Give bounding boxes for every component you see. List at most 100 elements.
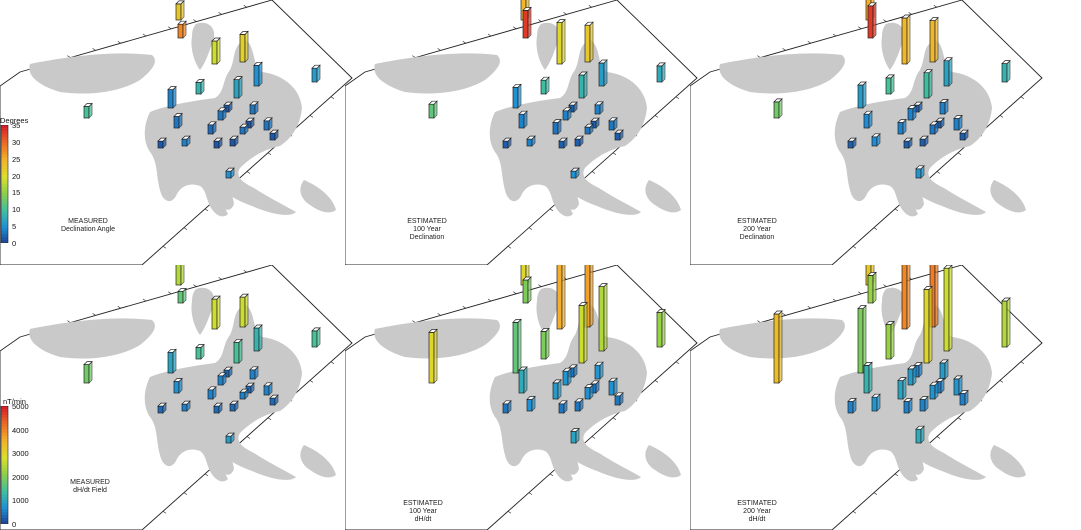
europe-map-dhdt-200-year: [690, 265, 1043, 530]
station-bar: [857, 81, 867, 109]
station-bar: [229, 135, 239, 147]
colorbar-segment: [1, 136, 8, 141]
graticule-tick: [204, 208, 209, 212]
landmass: [144, 40, 302, 217]
station-bar: [608, 116, 618, 131]
landmass: [558, 170, 579, 210]
station-bar: [915, 425, 925, 444]
station-bar: [245, 117, 255, 129]
caption-line: Declination: [409, 234, 445, 241]
graticule-tick: [528, 492, 533, 495]
station-bar: [512, 318, 522, 374]
caption-line: Declination Angle: [60, 226, 116, 233]
station-bar: [939, 98, 949, 115]
graticule-tick: [67, 55, 71, 58]
landmass: [841, 381, 862, 403]
station-bar: [943, 56, 953, 87]
station-bar: [211, 37, 221, 65]
station-bar: [562, 106, 572, 121]
landmass: [496, 116, 517, 138]
graticule-tick: [1020, 361, 1025, 364]
station-bar: [167, 85, 177, 109]
landmass: [489, 305, 647, 482]
station-bar: [175, 0, 185, 21]
colorbar-segment: [1, 145, 8, 150]
station-bar: [578, 71, 588, 99]
colorbar-segment: [1, 148, 8, 153]
colorbar-tick-label: 2000: [12, 472, 29, 482]
station-bar: [935, 377, 945, 394]
landmass: [990, 180, 1026, 213]
station-bar: [229, 400, 239, 412]
station-bar: [253, 61, 263, 87]
station-bar: [574, 397, 584, 412]
colorbar-segment: [1, 426, 8, 431]
graticule-tick: [117, 40, 121, 44]
graticule-tick: [873, 227, 878, 230]
station-bar: [239, 30, 249, 63]
graticule-tick: [92, 48, 96, 51]
colorbar-segment: [1, 228, 8, 232]
station-bar: [311, 64, 321, 83]
graticule-tick: [67, 320, 71, 323]
landmass: [990, 445, 1026, 478]
graticule-tick: [218, 12, 222, 15]
landmass: [213, 170, 234, 210]
station-bar: [897, 376, 907, 400]
colorbar-tick-label: 25: [12, 154, 21, 164]
landmass: [29, 318, 155, 359]
graticule-tick: [193, 19, 197, 22]
landmass: [558, 435, 579, 475]
colorbar-segment: [1, 154, 8, 158]
station-bar: [211, 295, 221, 330]
landmass: [719, 53, 845, 94]
panel-caption: ESTIMATED 100 Year Declination: [387, 218, 467, 242]
colorbar-tick-label: 30: [12, 137, 21, 147]
graticule-tick: [462, 305, 466, 309]
colorbar-segment: [1, 417, 8, 422]
station-bar: [594, 100, 604, 115]
colorbar-segment: [1, 465, 8, 469]
station-bar: [885, 320, 895, 360]
panel-caption: ESTIMATED 200 Year dH/dt: [717, 500, 797, 524]
caption-line: dH/dt: [414, 516, 432, 523]
colorbar-tick-label: 0: [12, 520, 17, 529]
map-panel-dhdt-100-year: ESTIMATED 100 Year dH/dt: [345, 265, 705, 530]
colorbar-title: nT/min: [3, 397, 26, 406]
colorbar-segment: [1, 130, 8, 135]
graticule-tick: [243, 4, 247, 8]
caption-line: MEASURED: [68, 218, 108, 225]
station-bar: [558, 399, 568, 414]
station-bar: [584, 21, 594, 63]
graticule-tick: [936, 171, 941, 174]
station-bar: [871, 132, 881, 147]
station-bar: [540, 76, 550, 95]
colorbar-ramp: [0, 125, 9, 243]
map-panel-declination-measured: MEASURED Declination Angle: [0, 0, 360, 265]
colorbar-declination: Degrees 35 30 25 20 15 10 5 0: [0, 116, 40, 256]
colorbar-segment: [1, 497, 8, 501]
panel-caption: MEASURED Declination Angle: [48, 218, 128, 234]
station-bar: [207, 120, 217, 135]
station-bar: [570, 427, 580, 444]
station-bar: [598, 59, 608, 87]
graticule-tick: [591, 436, 596, 439]
station-bar: [195, 78, 205, 95]
graticule-tick: [654, 380, 659, 383]
landmass: [300, 180, 336, 213]
station-bar: [907, 365, 917, 386]
colorbar-segment: [1, 186, 8, 191]
station-bar: [552, 118, 562, 135]
station-bar: [867, 271, 877, 304]
panel-caption: ESTIMATED 200 Year Declination: [717, 218, 797, 242]
station-bar: [656, 308, 666, 348]
colorbar-segment: [1, 453, 8, 457]
station-bar: [923, 285, 933, 364]
station-bar: [897, 118, 907, 135]
graticule-tick: [412, 55, 416, 58]
colorbar-segment: [1, 219, 8, 223]
colorbar-segment: [1, 231, 8, 235]
colorbar-segment: [1, 406, 8, 410]
station-bar: [526, 395, 536, 412]
graticule-tick: [908, 12, 912, 15]
